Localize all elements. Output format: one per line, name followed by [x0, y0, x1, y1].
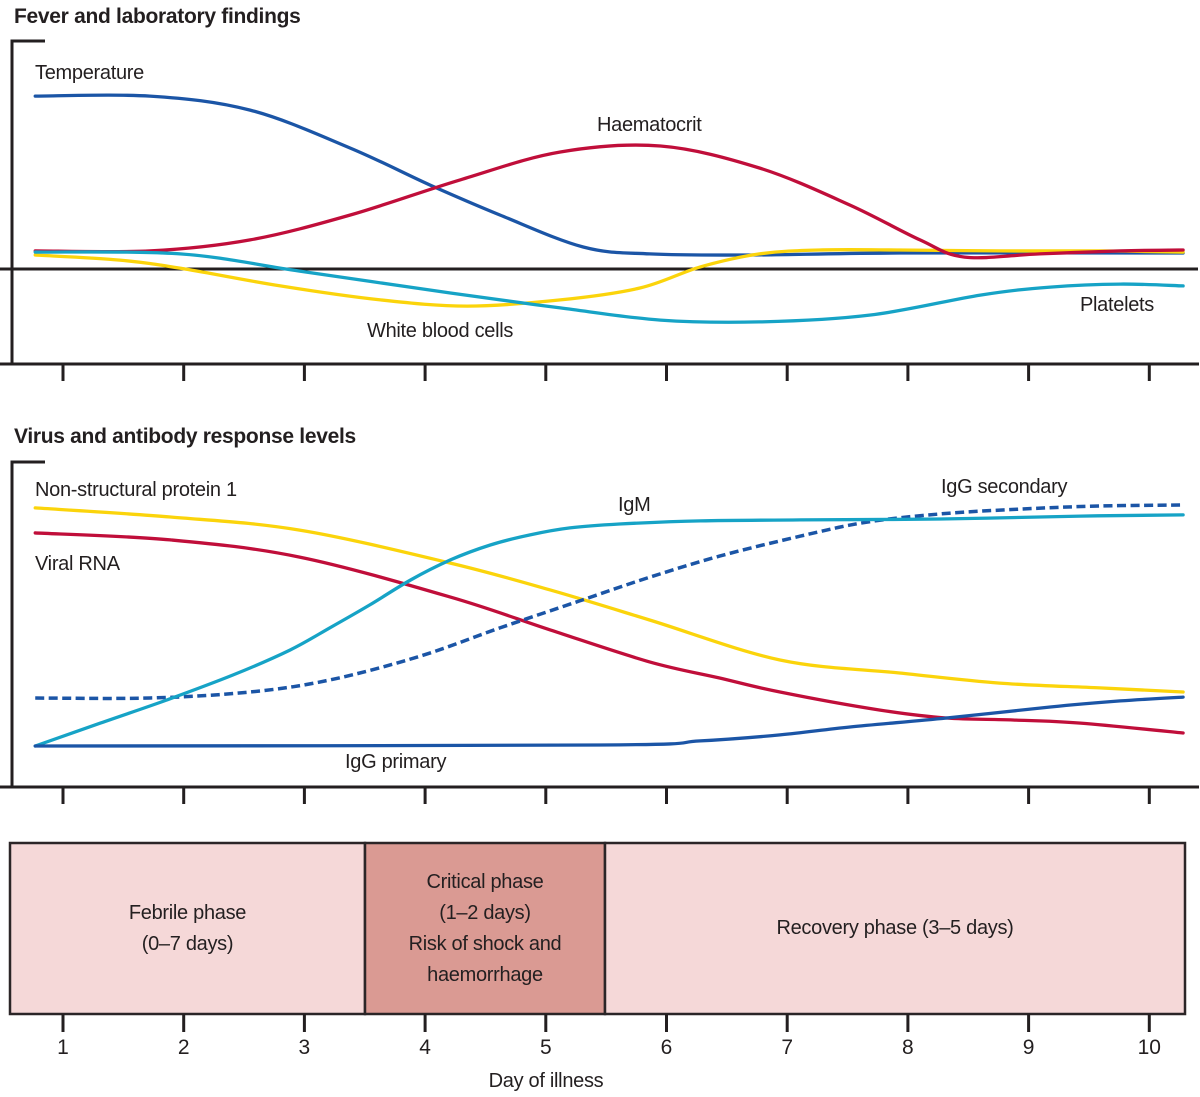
panel2-y-axis — [10, 460, 45, 787]
x-tick-label: 4 — [419, 1036, 431, 1059]
phase-label-line: (1–2 days) — [439, 901, 531, 924]
phase-critical-label: Critical phase (1–2 days) Risk of shock an… — [365, 843, 605, 1014]
phase-recovery-label: Recovery phase (3–5 days) — [605, 843, 1185, 1014]
label-igg-secondary: IgG secondary — [941, 476, 1068, 498]
series-white-blood-cells — [33, 247, 1185, 308]
phase-recovery-band — [603, 841, 1187, 1016]
label-white-blood-cells: White blood cells — [367, 320, 514, 342]
x-tick-label: 10 — [1137, 1036, 1161, 1059]
series-igg-secondary — [35, 503, 1184, 701]
phase-critical-band — [363, 841, 607, 1016]
phase-label-line: Febrile phase — [128, 901, 247, 924]
x-tick-label: 1 — [57, 1036, 69, 1059]
x-tick-label: 9 — [1022, 1036, 1035, 1059]
phase-febrile-band — [8, 841, 367, 1016]
series-haematocrit — [33, 143, 1185, 260]
x-tick-label: 3 — [298, 1036, 311, 1059]
label-platelets: Platelets — [1080, 294, 1155, 316]
phase-label-line: (0–7 days) — [141, 932, 234, 955]
x-tick-label: 7 — [781, 1036, 794, 1059]
phase-febrile-label: Febrile phase (0–7 days) — [10, 843, 365, 1014]
series-viral-rna — [33, 531, 1185, 735]
x-tick-label: 5 — [539, 1036, 552, 1059]
x-axis-label: Day of illness — [488, 1070, 604, 1092]
panel1-y-axis — [10, 39, 45, 364]
phase-label-line: haemorrhage — [427, 963, 543, 986]
phase-label-line: Risk of shock and — [408, 932, 562, 955]
panel1-title: Fever and laboratory findings — [14, 5, 301, 28]
panel2-title: Virus and antibody response levels — [14, 425, 356, 448]
label-viral-rna: Viral RNA — [35, 553, 120, 575]
x-tick-label: 8 — [902, 1036, 914, 1059]
label-igg-primary: IgG primary — [345, 751, 447, 773]
label-temperature: Temperature — [35, 62, 144, 84]
x-tick-label: 2 — [177, 1036, 190, 1059]
label-igm: IgM — [618, 494, 651, 516]
x-tick-label: 6 — [660, 1036, 673, 1059]
series-temperature — [33, 93, 1185, 257]
series-igg-primary — [33, 695, 1185, 748]
series-igm — [33, 513, 1185, 748]
label-non-structural-protein-1: Non-structural protein 1 — [35, 479, 237, 501]
series-platelets — [33, 250, 1185, 324]
phase-label-line: Recovery phase (3–5 days) — [776, 917, 1014, 939]
series-non-structural-protein-1 — [33, 506, 1185, 694]
label-haematocrit: Haematocrit — [597, 114, 702, 136]
phase-label-line: Critical phase — [426, 870, 544, 893]
